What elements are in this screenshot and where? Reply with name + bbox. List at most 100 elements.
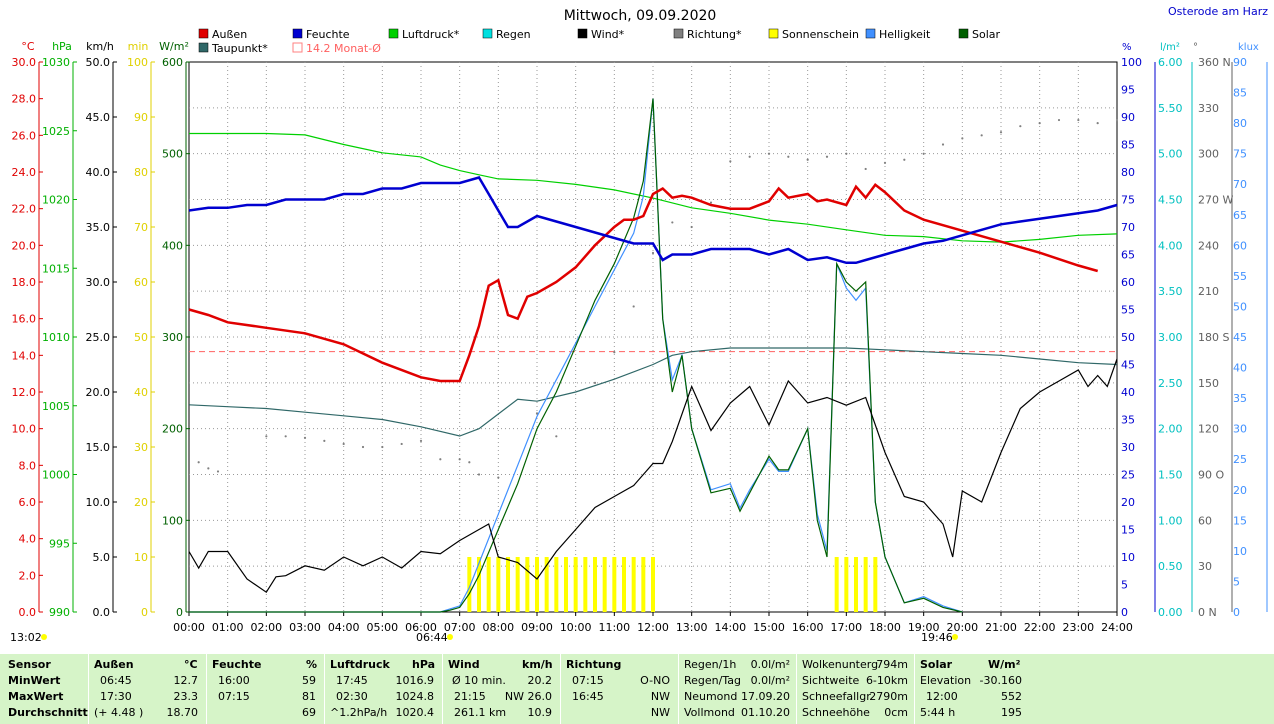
left-axis-tick-label: 20 — [134, 496, 148, 509]
series-line-helligkeit — [189, 98, 963, 613]
direction-point — [535, 412, 539, 415]
direction-point — [613, 351, 616, 354]
time-axis-label: 01:00 — [212, 621, 244, 634]
right-axis-tick-label: 90 — [1121, 111, 1135, 124]
sunshine-bar — [834, 557, 839, 612]
left-axis-tick-label: 24.0 — [12, 166, 37, 179]
luftdruck-unit: hPa — [412, 658, 436, 671]
right-axis-tick-label: 2.00 — [1158, 423, 1183, 436]
chart-grid — [188, 61, 1118, 613]
sunshine-bar — [612, 557, 617, 612]
time-axis: 00:00 01:00 02:00 03:00 04:00 05:00 06:00 07:00… — [173, 612, 1133, 634]
right-axis-tick-label: 45 — [1233, 331, 1247, 344]
right-axis-tick-label: 25 — [1233, 453, 1247, 466]
left-axis-tick-label: 100 — [127, 56, 148, 69]
solar-avg: 195 — [1001, 706, 1022, 719]
right-axis-tick-label: 25 — [1121, 469, 1135, 482]
time-axis-label: 21:00 — [985, 621, 1017, 634]
sunshine-bar — [496, 557, 501, 612]
right-axis-tick-label: 270 W — [1198, 194, 1233, 207]
current-time-label: 13:02 — [10, 631, 42, 644]
direction-point — [845, 152, 848, 155]
sunshine-bar — [583, 557, 588, 612]
feuchte-min-time: 16:00 — [218, 674, 250, 687]
time-axis-label: 07:00 — [444, 621, 476, 634]
left-axis-tick-label: 30 — [134, 441, 148, 454]
left-axis-tick-label: 1010 — [42, 331, 70, 344]
left-axis-tick-label: 2.0 — [19, 569, 37, 582]
sunshine-duration: 5:44 h — [920, 706, 956, 719]
right-axis-unit: ° — [1193, 42, 1198, 53]
time-axis-label: 18:00 — [869, 621, 901, 634]
right-axis-tick-label: 0.50 — [1158, 560, 1183, 573]
schneehoehe-value: 0cm — [884, 706, 908, 719]
richtung-avg: NW — [650, 706, 670, 719]
direction-point — [265, 435, 268, 438]
direction-point — [323, 439, 326, 442]
wind-max: NW 26.0 — [504, 690, 552, 703]
right-axis-tick-label: 330 — [1198, 102, 1219, 115]
right-axis-tick-label: 0 — [1233, 606, 1240, 619]
right-axis-tick-label: 95 — [1121, 84, 1135, 97]
right-axis-tick-label: 6.00 — [1158, 56, 1183, 69]
direction-point — [903, 158, 906, 161]
legend-swatch — [388, 28, 399, 39]
legend-swatch — [768, 28, 779, 39]
schneefall-value: 2790m — [869, 690, 908, 703]
right-axis-tick-label: 60 — [1121, 276, 1135, 289]
time-axis-label: 19:00 — [908, 621, 940, 634]
left-axis-tick-label: 18.0 — [12, 276, 37, 289]
direction-point — [1115, 118, 1119, 122]
sensor-header: Sensor — [8, 658, 51, 671]
solar-max: 552 — [1001, 690, 1022, 703]
wolken-label: Wolkenunterg — [802, 658, 879, 671]
direction-point — [980, 134, 983, 137]
sunshine-bar — [554, 557, 559, 612]
sunshine-bar — [486, 557, 491, 612]
right-axis-tick-label: 4.00 — [1158, 239, 1183, 252]
time-axis-label: 15:00 — [753, 621, 785, 634]
legend-label: 14.2 Monat-Ø — [306, 42, 381, 55]
sunshine-bar — [573, 557, 578, 612]
direction-point — [497, 476, 500, 479]
left-axis-tick-label: 80 — [134, 166, 148, 179]
legend-swatch — [198, 28, 209, 39]
legend-swatch-avg — [292, 42, 303, 53]
wind-max-time: 21:15 — [454, 690, 486, 703]
left-axis-tick-label: 0.0 — [19, 606, 37, 619]
wind-header: Wind — [448, 658, 480, 671]
direction-point — [922, 152, 925, 155]
feuchte-header: Feuchte — [212, 658, 262, 671]
sunshine-bar — [467, 557, 472, 612]
direction-point — [381, 445, 384, 449]
time-axis-label: 16:00 — [792, 621, 824, 634]
sichtweite-value: 6-10km — [865, 674, 908, 687]
left-axis-unit: km/h — [86, 40, 114, 53]
wind-avg10-label: Ø 10 min. — [452, 674, 506, 687]
aussen-max: 23.3 — [173, 690, 199, 703]
right-axis-tick-label: 1.00 — [1158, 514, 1183, 527]
feuchte-max-time: 07:15 — [218, 690, 250, 703]
right-axis-tick-label: 35 — [1121, 414, 1135, 427]
aussen-avg: 18.70 — [166, 706, 199, 719]
left-axis-tick-label: 300 — [162, 331, 183, 344]
richtung-max: NW — [650, 690, 670, 703]
series-line-wind — [188, 358, 1118, 594]
direction-point — [864, 167, 867, 171]
elevation-label: Elevation — [920, 674, 972, 687]
left-axis-tick-label: 22.0 — [12, 203, 37, 216]
left-axis-tick-label: 1000 — [42, 469, 70, 482]
legend-swatch — [865, 28, 876, 39]
legend-label: Taupunkt* — [211, 42, 268, 55]
luftdruck-avg: 1020.4 — [395, 706, 435, 719]
left-axis-tick-label: 40.0 — [86, 166, 111, 179]
sunshine-bar — [622, 557, 626, 612]
direction-point — [419, 439, 423, 442]
sun-markers: 13:02 06:44 19:46 — [10, 631, 958, 644]
time-axis-label: 02:00 — [250, 621, 282, 634]
luftdruck-min-time: 17:45 — [336, 674, 368, 687]
right-axis-tick-label: 45 — [1121, 359, 1135, 372]
time-axis-label: 08:00 — [482, 621, 514, 634]
right-axis-tick-label: 65 — [1121, 249, 1135, 262]
legend-label: Regen — [496, 28, 531, 41]
